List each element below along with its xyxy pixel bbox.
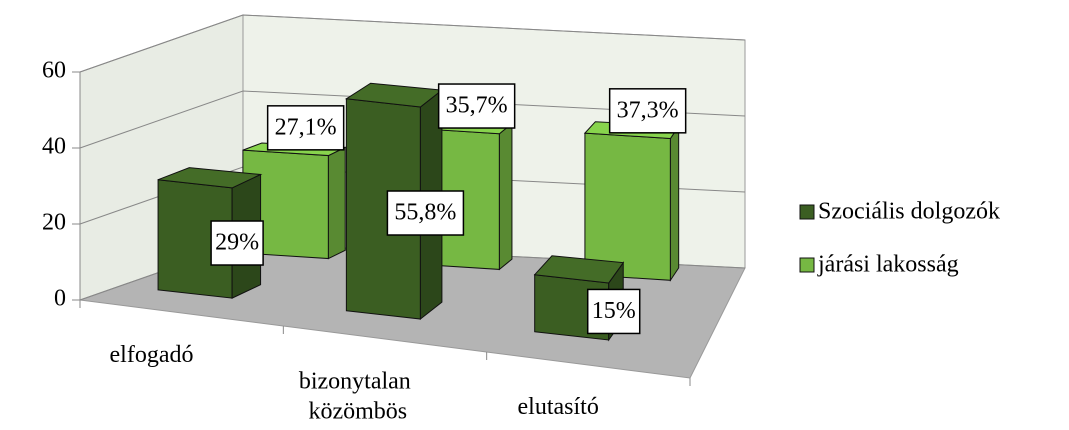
grid-line [79,90,746,149]
bar [583,121,680,282]
x-tick-label: elutasító [518,394,599,420]
legend-swatch [799,257,815,273]
bar [157,167,263,299]
data-label: 35,7% [446,93,508,119]
data-label: 29% [215,230,259,256]
x-tick-label: bizonytalan közömbös [299,368,411,424]
y-tick-label: 0 [54,286,66,312]
bar-top [533,255,625,284]
legend-label: Szociális dolgozók [818,199,1000,225]
y-tick-label: 20 [42,210,66,236]
data-label: 27,1% [275,114,337,140]
data-label: 15% [592,298,636,324]
data-label-box [266,105,345,151]
legend-swatch [799,204,815,220]
data-label-box [586,288,641,335]
bar-side [327,146,346,260]
y-tick-label: 60 [42,58,66,84]
data-label: 55,8% [394,200,456,226]
bar-side [498,122,513,271]
legend-label: járási lakosság [817,252,959,278]
x-tick-label: elfogadó [110,342,194,368]
data-label-box [608,88,687,134]
data-label-box [210,220,264,266]
data-label: 37,3% [617,97,679,123]
data-label-box [386,190,465,236]
bar-top [157,167,263,189]
grid-line [79,14,746,73]
bar-side [669,124,680,282]
data-label-box [437,83,516,129]
bar-front [584,132,671,281]
y-tick-label: 40 [42,134,66,160]
